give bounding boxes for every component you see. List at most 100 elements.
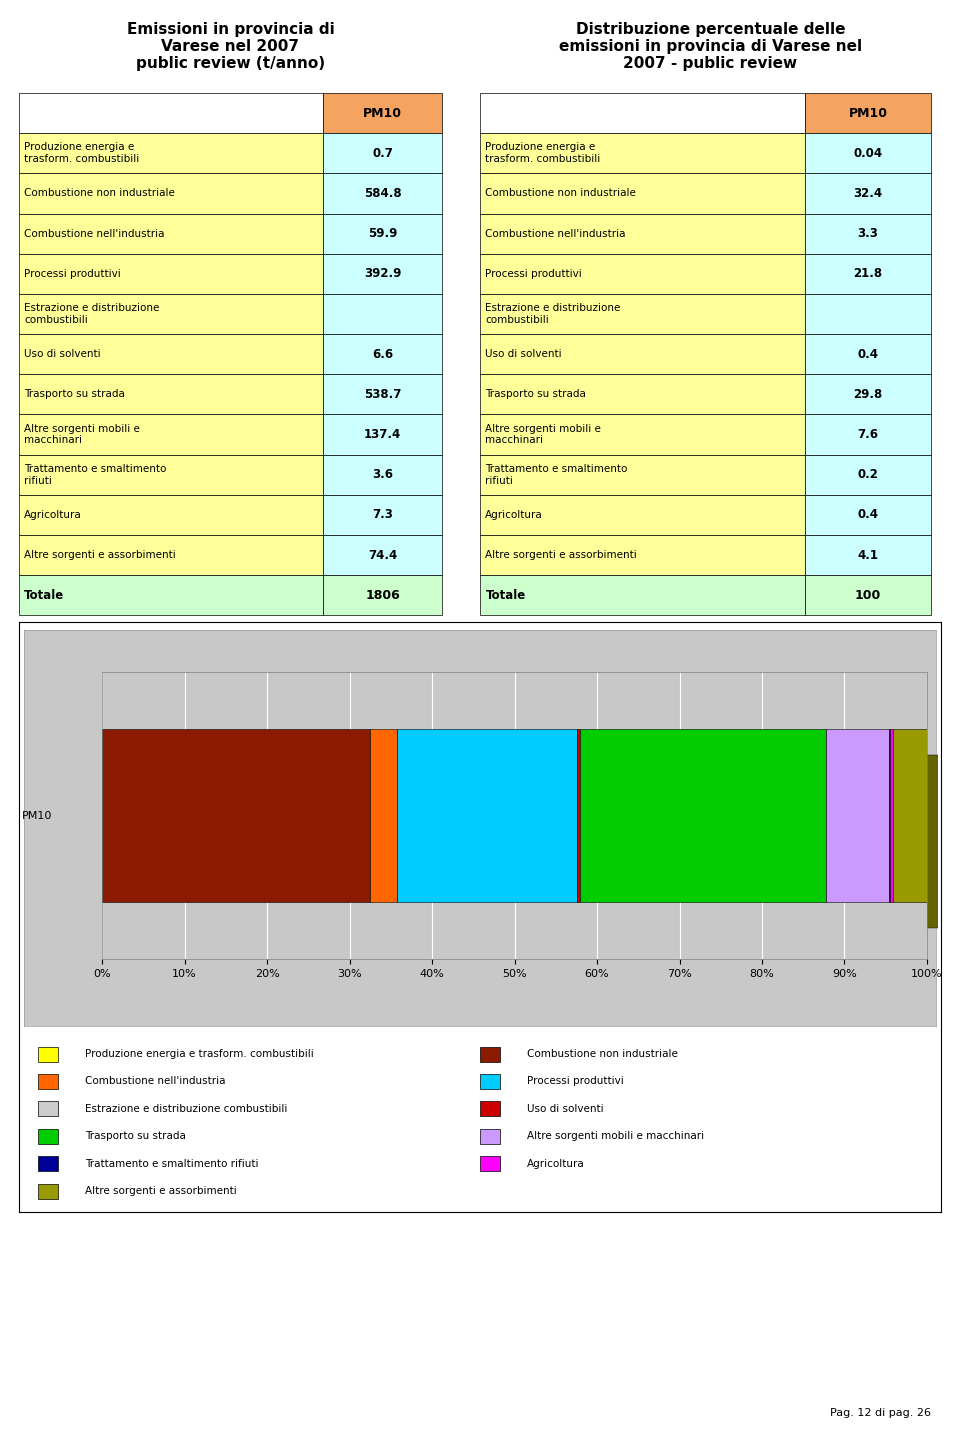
Bar (408, 756, 588, 927)
Bar (804, 495, 931, 535)
Text: Emissioni in provincia di
Varese nel 2007
public review (t/anno): Emissioni in provincia di Varese nel 200… (127, 21, 334, 72)
Bar (894, 730, 927, 902)
Bar (19, 93, 324, 133)
Text: Distribuzione percentuale delle
emissioni in provincia di Varese nel
2007 - publ: Distribuzione percentuale delle emission… (559, 21, 862, 72)
Bar (324, 575, 442, 615)
Bar (19, 293, 324, 333)
Bar (480, 173, 804, 213)
Text: Trasporto su strada: Trasporto su strada (84, 1132, 185, 1142)
Text: 3.3: 3.3 (857, 228, 878, 240)
Bar (37, 1073, 58, 1089)
Bar (37, 1183, 58, 1199)
Bar (480, 293, 804, 333)
Text: Combustione non industriale: Combustione non industriale (527, 1049, 678, 1059)
Text: 538.7: 538.7 (364, 388, 401, 401)
Text: Estrazione e distribuzione
combustibili: Estrazione e distribuzione combustibili (24, 303, 159, 325)
Text: 1806: 1806 (365, 588, 399, 602)
Bar (114, 756, 381, 927)
Text: 29.8: 29.8 (853, 388, 882, 401)
Bar (577, 730, 580, 902)
Text: 7.3: 7.3 (372, 508, 393, 521)
Text: 100: 100 (855, 588, 881, 602)
Bar (804, 253, 931, 293)
Bar (804, 575, 931, 615)
Bar (480, 535, 804, 575)
Bar (480, 575, 804, 615)
Text: Trasporto su strada: Trasporto su strada (486, 389, 587, 399)
Bar (324, 133, 442, 173)
Text: 584.8: 584.8 (364, 187, 401, 200)
Text: Altre sorgenti e assorbimenti: Altre sorgenti e assorbimenti (84, 1186, 236, 1196)
Text: Trattamento e smaltimento
rifiuti: Trattamento e smaltimento rifiuti (24, 464, 167, 485)
Bar (19, 575, 324, 615)
Text: Combustione nell'industria: Combustione nell'industria (24, 229, 165, 239)
Text: Combustione non industriale: Combustione non industriale (24, 189, 175, 199)
Text: Altre sorgenti e assorbimenti: Altre sorgenti e assorbimenti (24, 550, 176, 560)
Text: PM10: PM10 (849, 106, 888, 120)
Text: PM10: PM10 (363, 106, 402, 120)
Bar (804, 455, 931, 495)
Bar (480, 1102, 500, 1116)
Bar (37, 1046, 58, 1062)
Bar (324, 293, 442, 333)
Text: Pag. 12 di pag. 26: Pag. 12 di pag. 26 (830, 1408, 931, 1418)
Bar (804, 535, 931, 575)
Bar (37, 1102, 58, 1116)
Text: Trattamento e smaltimento rifiuti: Trattamento e smaltimento rifiuti (84, 1159, 258, 1169)
Text: Estrazione e distribuzione combustibili: Estrazione e distribuzione combustibili (84, 1103, 287, 1113)
Text: 0.4: 0.4 (857, 348, 878, 361)
Text: Uso di solventi: Uso di solventi (486, 349, 562, 359)
Bar (19, 455, 324, 495)
Text: 74.4: 74.4 (368, 548, 397, 561)
Text: 6.6: 6.6 (372, 348, 393, 361)
Bar (826, 730, 889, 902)
Bar (324, 495, 442, 535)
Bar (19, 133, 324, 173)
Bar (890, 730, 894, 902)
Bar (889, 730, 890, 902)
Bar (19, 253, 324, 293)
Bar (19, 173, 324, 213)
Bar (804, 375, 931, 415)
Bar (804, 333, 931, 375)
Bar (324, 213, 442, 253)
Text: Combustione nell'industria: Combustione nell'industria (84, 1076, 226, 1086)
Text: Agricoltura: Agricoltura (24, 509, 82, 519)
Text: Agricoltura: Agricoltura (527, 1159, 585, 1169)
Bar (480, 455, 804, 495)
Bar (37, 1129, 58, 1143)
Bar (19, 415, 324, 455)
Bar (19, 535, 324, 575)
Bar (480, 333, 804, 375)
Text: Produzione energia e
trasform. combustibili: Produzione energia e trasform. combustib… (486, 143, 601, 165)
Text: Altre sorgenti e assorbimenti: Altre sorgenti e assorbimenti (486, 550, 637, 560)
Bar (480, 1046, 500, 1062)
Text: Combustione non industriale: Combustione non industriale (486, 189, 636, 199)
Text: Processi produttivi: Processi produttivi (486, 269, 582, 279)
Bar (480, 93, 804, 133)
Bar (804, 133, 931, 173)
Bar (324, 535, 442, 575)
Bar (837, 756, 900, 927)
Bar (591, 756, 837, 927)
Bar (480, 253, 804, 293)
Bar (480, 133, 804, 173)
Bar (103, 730, 370, 902)
Bar (804, 415, 931, 455)
Text: PM10: PM10 (22, 810, 53, 820)
Bar (580, 730, 826, 902)
Bar (905, 756, 939, 927)
Bar (804, 173, 931, 213)
Bar (480, 415, 804, 455)
Text: 0.4: 0.4 (857, 508, 878, 521)
Text: 3.6: 3.6 (372, 468, 393, 481)
Bar (324, 253, 442, 293)
Bar (324, 455, 442, 495)
Text: 4.1: 4.1 (857, 548, 878, 561)
Text: 0.7: 0.7 (372, 147, 393, 160)
Text: Produzione energia e trasform. combustibili: Produzione energia e trasform. combustib… (84, 1049, 314, 1059)
Bar (19, 495, 324, 535)
Bar (324, 333, 442, 375)
Bar (324, 375, 442, 415)
Bar (588, 756, 591, 927)
